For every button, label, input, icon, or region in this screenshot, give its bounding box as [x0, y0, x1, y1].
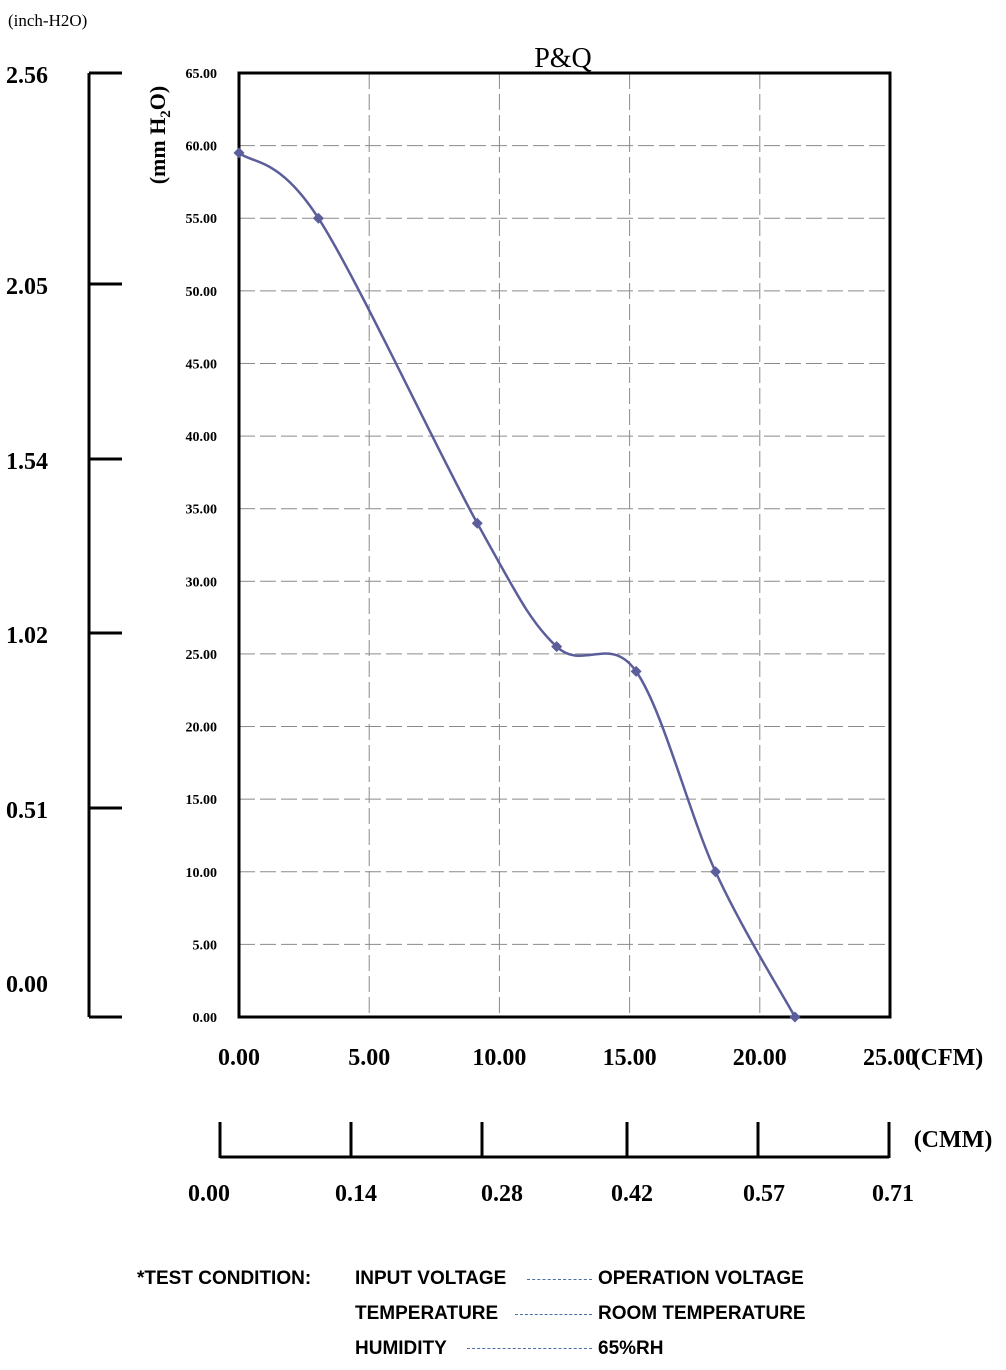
x-tick-label: 0.00 [218, 1045, 260, 1071]
x-tick-label: 20.00 [733, 1045, 787, 1071]
inch-tick-label: 1.54 [6, 449, 48, 475]
cmm-tick-label: 0.57 [743, 1181, 785, 1207]
data-point-marker [630, 665, 642, 677]
data-point-marker [471, 517, 483, 529]
condition-leader-line [515, 1314, 592, 1315]
y-tick-label: 65.00 [186, 67, 218, 82]
cmm-tick-label: 0.00 [188, 1181, 230, 1207]
cmm-tick-label: 0.14 [335, 1181, 377, 1207]
plot-frame [237, 71, 892, 1019]
inch-axis: 0.00 0.51 1.02 1.54 2.05 2.56 [6, 63, 122, 1019]
data-point-marker [312, 212, 324, 224]
condition-label-temperature: TEMPERATURE [355, 1303, 499, 1324]
y-axis-label-subscript: 2 [158, 110, 174, 118]
y-tick-label: 15.00 [186, 793, 218, 808]
x-tick-label: 15.00 [603, 1045, 657, 1071]
y-tick-label: 35.00 [186, 503, 218, 518]
cmm-tick-label: 0.28 [481, 1181, 523, 1207]
y-tick-label: 20.00 [186, 721, 218, 736]
condition-leader-line [527, 1279, 592, 1280]
x-tick-label: 25.00 [863, 1045, 917, 1071]
inch-tick-label: 0.51 [6, 798, 48, 824]
condition-leader-line [467, 1348, 592, 1349]
y-tick-label: 45.00 [186, 357, 218, 372]
y-tick-label: 50.00 [186, 285, 218, 300]
condition-value-humidity: 65%RH [598, 1338, 664, 1359]
series-layer [233, 147, 801, 1023]
data-point-marker [551, 641, 563, 653]
grid-lines [239, 73, 890, 1017]
y-tick-label: 60.00 [186, 140, 218, 155]
y-tick-label: 40.00 [186, 430, 218, 445]
data-point-marker [233, 147, 245, 159]
condition-value-temperature: ROOM TEMPERATURE [598, 1303, 806, 1324]
inch-unit-label: (inch-H2O) [8, 11, 87, 30]
cmm-tick-label: 0.71 [872, 1181, 914, 1207]
condition-label-input-voltage: INPUT VOLTAGE [355, 1268, 507, 1289]
y-tick-label: 30.00 [186, 575, 218, 590]
y-axis-label: (mm H2O) [145, 86, 174, 185]
cmm-unit-label: (CMM) [914, 1127, 993, 1153]
y-tick-label: 5.00 [193, 938, 218, 953]
condition-label-humidity: HUMIDITY [355, 1338, 447, 1359]
cfm-unit-label: (CFM) [913, 1045, 984, 1071]
y-tick-label: 0.00 [193, 1011, 218, 1026]
chart-title: P&Q [534, 43, 592, 74]
y-tick-label: 25.00 [186, 648, 218, 663]
data-point-marker [789, 1011, 801, 1023]
condition-value-input-voltage: OPERATION VOLTAGE [598, 1268, 804, 1289]
x-tick-labels: 0.00 5.00 10.00 15.00 20.00 25.00 [218, 1045, 917, 1071]
x-tick-label: 10.00 [472, 1045, 526, 1071]
y-tick-label: 55.00 [186, 212, 218, 227]
y-tick-label: 10.00 [186, 866, 218, 881]
cmm-axis: 0.00 0.14 0.28 0.42 0.57 0.71 [188, 1122, 914, 1207]
inch-tick-label: 2.56 [6, 63, 48, 89]
pq-curve [238, 151, 797, 1018]
data-point-marker [710, 866, 722, 878]
inch-tick-label: 2.05 [6, 274, 48, 300]
test-condition-heading: *TEST CONDITION: [137, 1268, 312, 1289]
inch-tick-label: 1.02 [6, 623, 48, 649]
inch-tick-label: 0.00 [6, 972, 48, 998]
cmm-tick-label: 0.42 [611, 1181, 653, 1207]
y-axis-label-part-1: (mm H [145, 118, 170, 185]
x-tick-label: 5.00 [348, 1045, 390, 1071]
y-axis-label-part-3: O) [145, 86, 170, 110]
y-tick-labels: 0.00 5.00 10.00 15.00 20.00 25.00 30.00 35.00 40… [186, 67, 218, 1026]
